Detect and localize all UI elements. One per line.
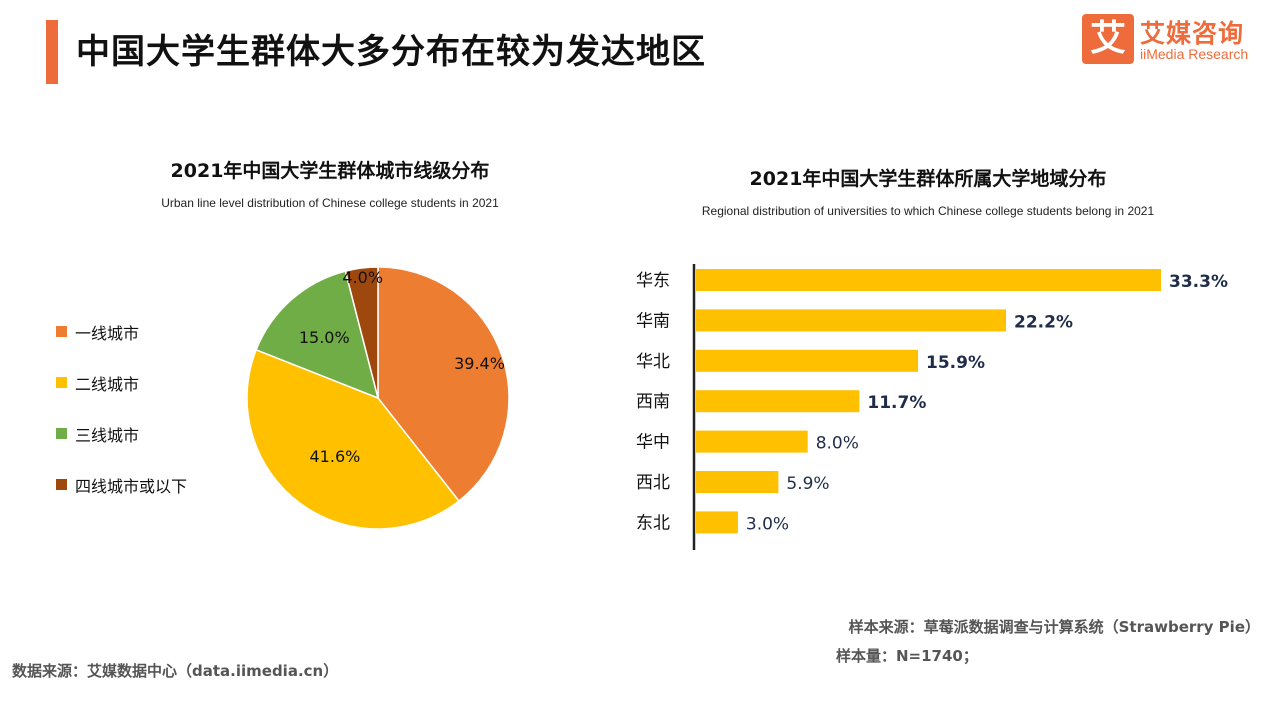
bar-chart-subtitle: Regional distribution of universities to… (701, 204, 1155, 218)
pie-legend: 一线城市 二线城市 三线城市 四线城市或以下 (56, 306, 187, 510)
bar-category-label: 东北 (636, 513, 670, 533)
bar-data-label: 33.3% (1169, 272, 1228, 292)
bar-category-label: 华东 (636, 271, 670, 291)
legend-label-tier3: 三线城市 (75, 425, 140, 445)
legend-item-tier1: 一线城市 (56, 306, 187, 357)
page-title: 中国大学生群体大多分布在较为发达地区 (76, 32, 706, 72)
pie-slice (377, 266, 510, 503)
legend-label-tier1: 一线城市 (75, 323, 140, 343)
iimedia-logo: 艾 艾媒咨询 iiMedia Research (1082, 14, 1262, 68)
bar (696, 269, 1161, 291)
logo-name-cn: 艾媒咨询 (1140, 19, 1245, 48)
bar (696, 511, 738, 534)
sample-size-note: 样本量：N=1740； (836, 647, 978, 665)
sample-source-note: 样本来源：草莓派数据调查与计算系统（Strawberry Pie） (848, 618, 1260, 636)
legend-item-tier3: 三线城市 (56, 408, 187, 459)
bar-data-label: 22.2% (1014, 312, 1073, 332)
bar-category-label: 华南 (636, 311, 670, 331)
legend-label-tier4: 四线城市或以下 (75, 476, 188, 496)
bar (696, 390, 860, 413)
bar-data-label: 11.7% (867, 393, 926, 413)
legend-label-tier2: 二线城市 (75, 374, 140, 394)
pie-slice (246, 348, 460, 530)
pie-chart-title: 2021年中国大学生群体城市线级分布 (170, 160, 490, 182)
bar-data-label: 3.0% (746, 514, 789, 534)
bar (696, 309, 1006, 332)
bar (696, 349, 919, 372)
pie-data-label: 15.0% (299, 328, 350, 347)
pie-slice (344, 266, 379, 399)
bar-category-label: 华中 (636, 433, 670, 453)
legend-swatch-tier4 (56, 479, 67, 490)
title-accent-bar (46, 20, 58, 84)
bar-category-label: 西北 (636, 473, 670, 493)
pie-data-label: 41.6% (310, 447, 361, 466)
bar-data-label: 5.9% (786, 474, 829, 494)
pie-data-label: 39.4% (454, 354, 505, 373)
bar (696, 471, 779, 493)
bar-chart: 华东 33.3% 华南 22.2% 华北 15.9% 西南 11.7% 华中 8.0% 西北 5.9%… (636, 264, 1228, 550)
legend-item-tier4: 四线城市或以下 (56, 459, 187, 510)
legend-swatch-tier2 (56, 377, 67, 388)
bar-data-label: 15.9% (926, 353, 985, 373)
bar-data-label: 8.0% (816, 434, 859, 454)
pie-slice (255, 270, 380, 400)
legend-swatch-tier3 (56, 428, 67, 439)
logo-mark: 艾 (1082, 14, 1134, 64)
data-source-note: 数据来源：艾媒数据中心（data.iimedia.cn） (12, 662, 339, 680)
pie-chart: 39.4% 41.6% 15.0% 4.0% (246, 266, 510, 530)
logo-name-en: iiMedia Research (1140, 46, 1249, 62)
pie-chart-subtitle: Urban line level distribution of Chinese… (161, 196, 499, 210)
legend-item-tier2: 二线城市 (56, 357, 187, 408)
pie-data-label: 4.0% (342, 268, 383, 287)
legend-swatch-tier1 (56, 326, 67, 337)
bar-category-label: 华北 (636, 352, 670, 372)
bar-chart-title: 2021年中国大学生群体所属大学地域分布 (749, 168, 1107, 190)
bar-category-label: 西南 (636, 392, 670, 412)
bar (696, 430, 808, 453)
